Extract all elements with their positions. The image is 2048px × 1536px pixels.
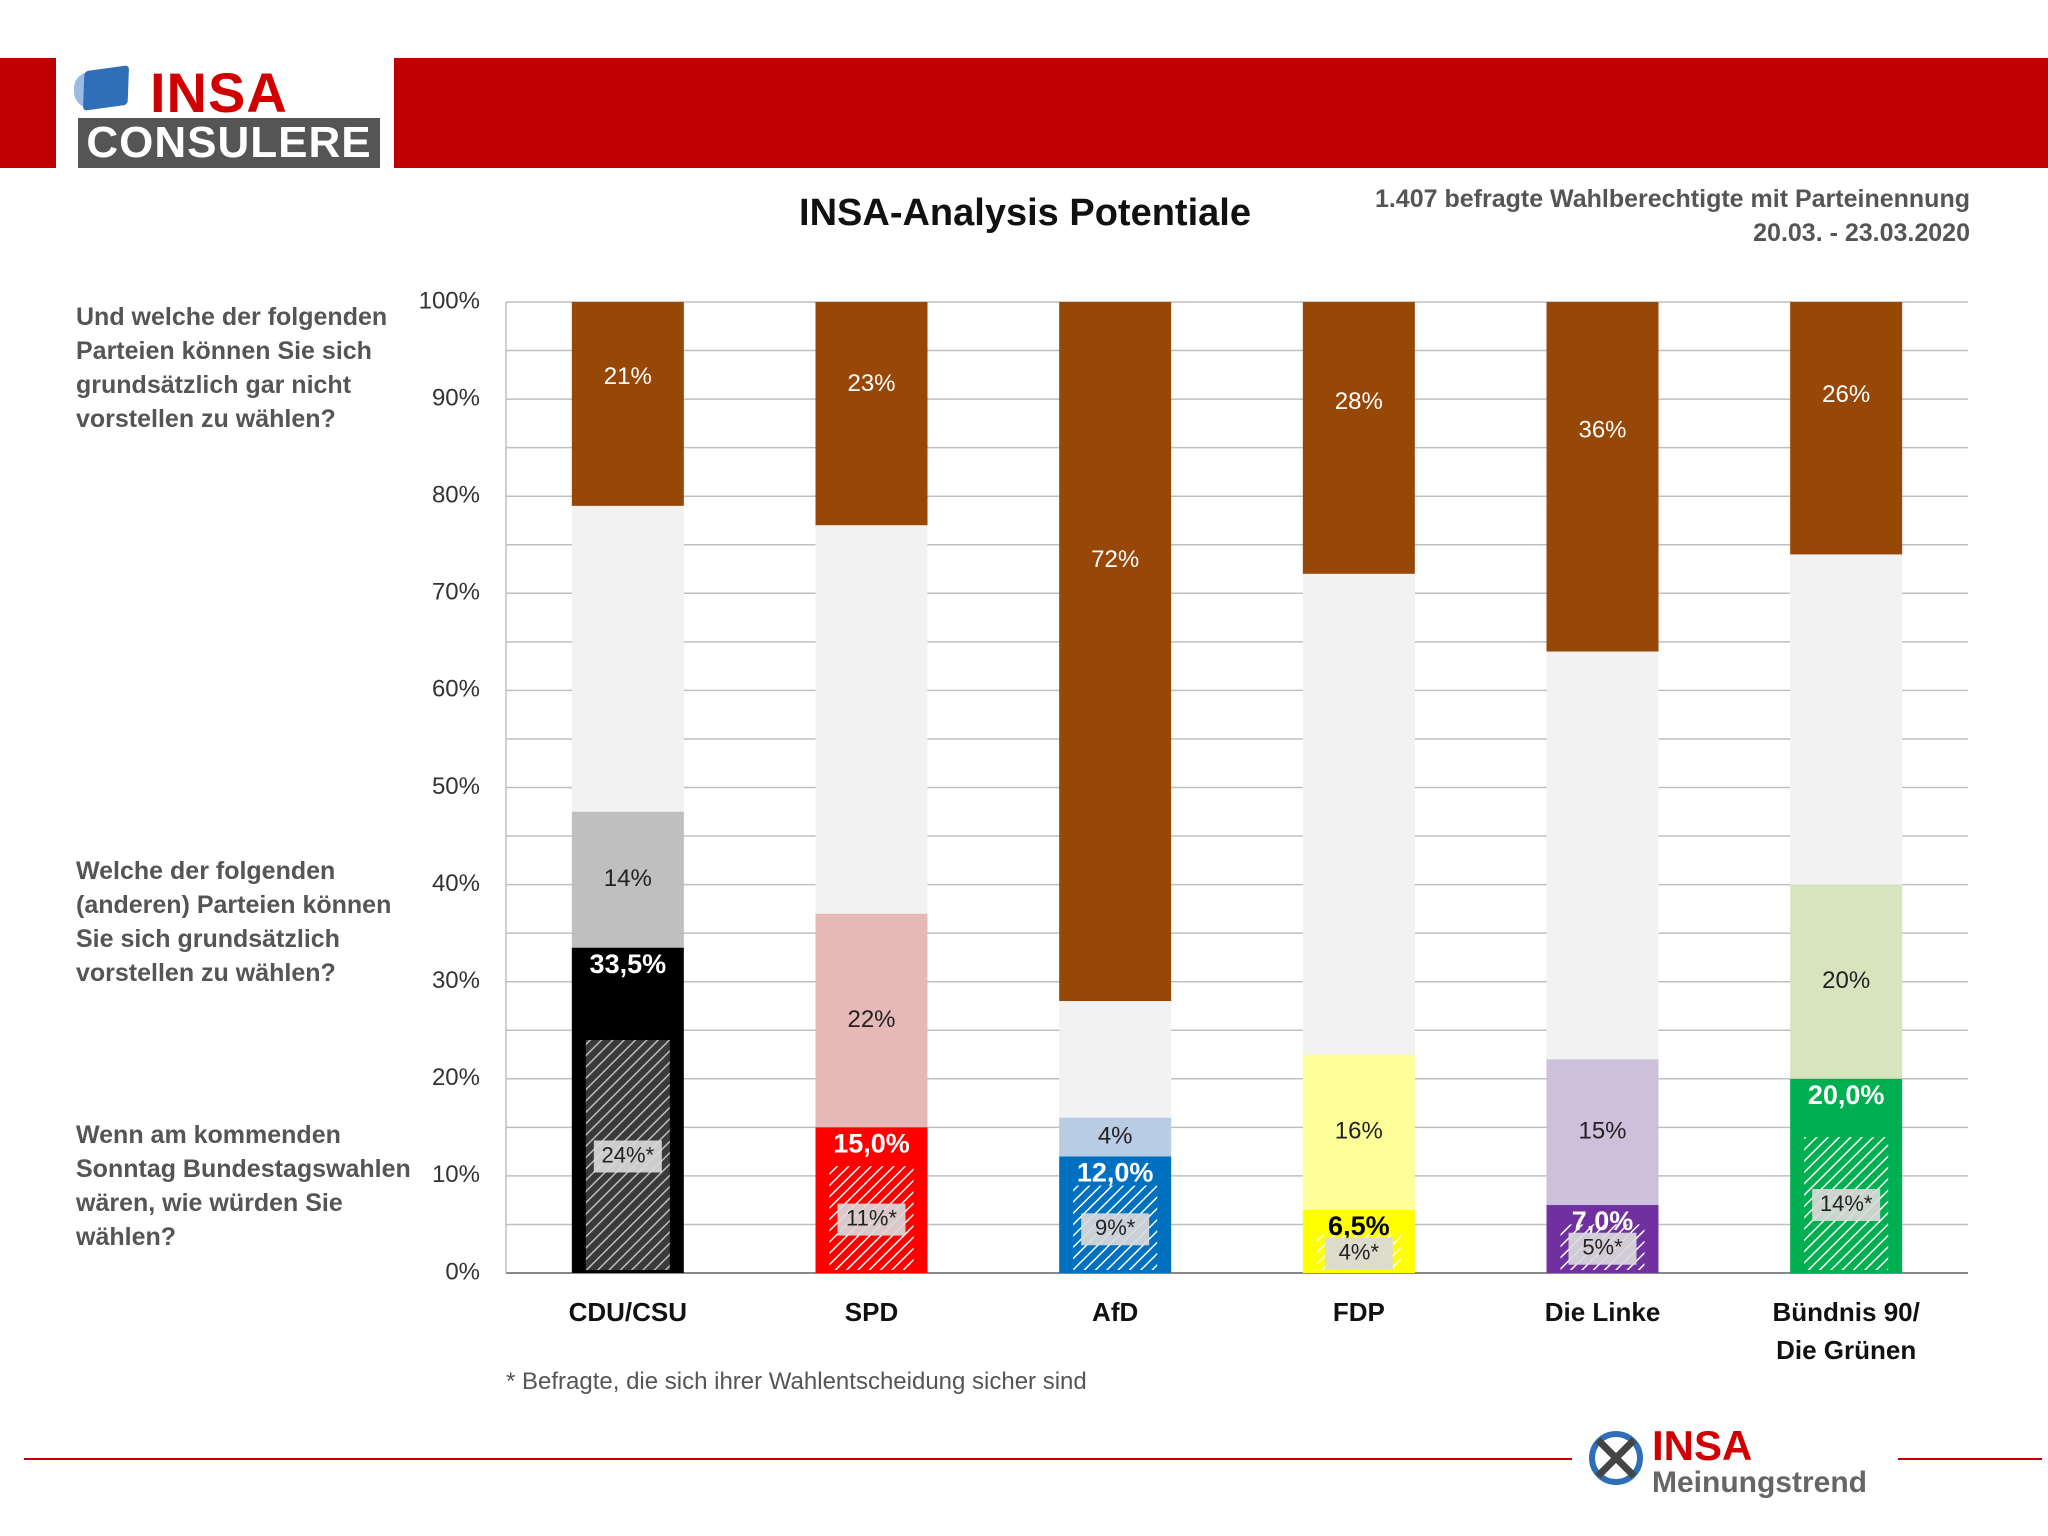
label-certain: 24%* xyxy=(602,1142,655,1167)
label-vote: 12,0% xyxy=(1077,1158,1154,1188)
x-category-label: Bündnis 90/ xyxy=(1772,1297,1919,1327)
label-potential: 4% xyxy=(1098,1122,1133,1149)
label-potential: 20% xyxy=(1822,967,1870,994)
labels: 21% 14% 33,5% 24%* CDU/CSU 23% 22% 15,0% 11%* SPD… xyxy=(569,363,1920,1365)
footer-logo-insa: INSA xyxy=(1652,1422,1752,1470)
bar-neutral xyxy=(572,506,684,812)
y-tick-label: 0% xyxy=(445,1258,480,1285)
label-certain: 14%* xyxy=(1820,1191,1873,1216)
bar-neutral xyxy=(1059,1001,1171,1118)
label-certain: 9%* xyxy=(1095,1215,1136,1240)
label-certain: 11%* xyxy=(846,1205,897,1230)
footer-logo-meinungstrend: Meinungstrend xyxy=(1652,1466,1867,1500)
y-tick-label: 80% xyxy=(432,482,480,509)
x-category-label: AfD xyxy=(1092,1297,1138,1327)
y-tick-label: 100% xyxy=(419,287,480,314)
footnote: * Befragte, die sich ihrer Wahlentscheid… xyxy=(506,1368,1087,1396)
x-category-label: Die Grünen xyxy=(1776,1335,1916,1365)
bar-not-vote xyxy=(1303,302,1415,574)
x-category-label: CDU/CSU xyxy=(569,1297,687,1327)
x-category-label: FDP xyxy=(1333,1297,1385,1327)
label-not-vote: 36% xyxy=(1578,417,1626,444)
label-not-vote: 28% xyxy=(1335,388,1383,415)
y-tick-label: 50% xyxy=(432,773,480,800)
label-vote: 7,0% xyxy=(1572,1206,1634,1236)
label-not-vote: 26% xyxy=(1822,381,1870,408)
bar-not-vote xyxy=(1547,302,1659,652)
y-tick-label: 60% xyxy=(432,676,480,703)
x-category-label: Die Linke xyxy=(1545,1297,1661,1327)
bar-not-vote xyxy=(816,302,928,525)
bar-not-vote xyxy=(1790,302,1902,554)
label-potential: 14% xyxy=(604,865,652,892)
label-potential: 16% xyxy=(1335,1118,1383,1145)
x-category-label: SPD xyxy=(845,1297,898,1327)
label-vote: 6,5% xyxy=(1328,1211,1390,1241)
bar-neutral xyxy=(1790,554,1902,884)
y-tick-label: 70% xyxy=(432,579,480,606)
label-certain: 4%* xyxy=(1339,1239,1380,1264)
bar-neutral xyxy=(1547,652,1659,1060)
label-vote: 20,0% xyxy=(1808,1080,1885,1110)
y-tick-label: 40% xyxy=(432,870,480,897)
footer-line-left xyxy=(24,1458,1572,1460)
y-tick-label: 30% xyxy=(432,967,480,994)
bar-neutral xyxy=(816,525,928,913)
y-tick-label: 90% xyxy=(432,384,480,411)
label-certain: 5%* xyxy=(1582,1235,1623,1260)
label-not-vote: 21% xyxy=(604,363,652,390)
bar-not-vote xyxy=(1059,302,1171,1001)
label-potential: 22% xyxy=(847,1006,895,1033)
label-not-vote: 23% xyxy=(847,370,895,397)
y-tick-label: 10% xyxy=(432,1161,480,1188)
bar-not-vote xyxy=(572,302,684,506)
label-vote: 33,5% xyxy=(590,949,667,979)
label-potential: 15% xyxy=(1578,1118,1626,1145)
y-tick-label: 20% xyxy=(432,1064,480,1091)
label-vote: 15,0% xyxy=(833,1128,910,1158)
bar-neutral xyxy=(1303,574,1415,1055)
label-not-vote: 72% xyxy=(1091,546,1139,573)
footer-line-right xyxy=(1898,1458,2042,1460)
insa-meinungstrend-icon xyxy=(1588,1430,1644,1486)
